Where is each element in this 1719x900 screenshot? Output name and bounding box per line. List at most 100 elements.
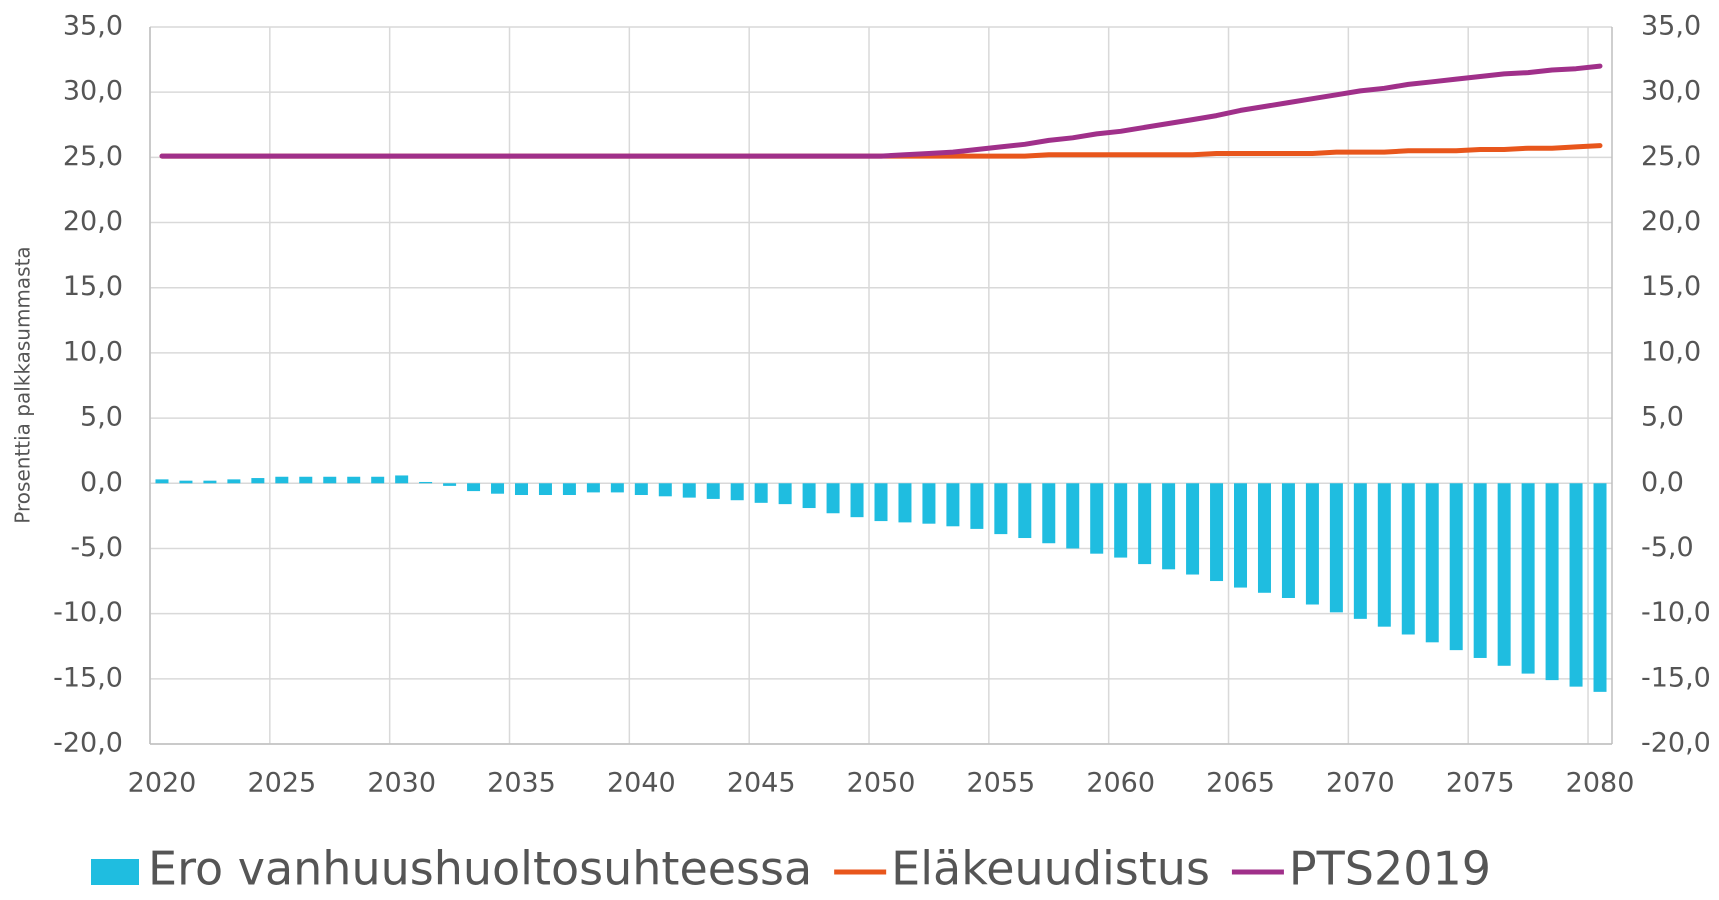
y-tick-label: 20,0 (63, 206, 123, 237)
bar (1473, 483, 1487, 658)
bar (1305, 483, 1319, 605)
x-tick-label: 2055 (966, 768, 1035, 799)
bar (514, 483, 528, 496)
legend-label: Ero vanhuushuoltosuhteessa (148, 842, 812, 896)
x-tick-label: 2070 (1326, 768, 1395, 799)
y2-tick-label: 25,0 (1641, 141, 1701, 172)
bar (1329, 483, 1343, 613)
bar (371, 476, 385, 484)
y2-tick-label: 0,0 (1641, 467, 1684, 498)
bar (610, 483, 624, 493)
y-axis-title: Prosenttia palkkasummasta (11, 246, 35, 523)
legend-label: PTS2019 (1289, 842, 1491, 896)
y-tick-label: 30,0 (63, 76, 123, 107)
bar (251, 478, 265, 484)
bar (1066, 483, 1080, 549)
bar (155, 479, 169, 484)
bar (275, 476, 289, 484)
y-tick-label: -5,0 (70, 532, 123, 563)
x-tick-label: 2060 (1086, 768, 1155, 799)
bar (1162, 483, 1176, 570)
bar (1090, 483, 1104, 554)
bar (1545, 483, 1559, 681)
y2-tick-label: 30,0 (1641, 76, 1701, 107)
y2-tick-label: -15,0 (1641, 662, 1711, 693)
line (159, 63, 1603, 159)
x-tick-label: 2065 (1206, 768, 1275, 799)
bar (586, 483, 600, 493)
y-tick-label: -20,0 (53, 728, 123, 759)
bar (826, 483, 840, 514)
y2-tick-label: 20,0 (1641, 206, 1701, 237)
y-tick-label: -10,0 (53, 597, 123, 628)
bar (754, 483, 768, 503)
bar (706, 483, 720, 499)
y2-tick-label: -10,0 (1641, 597, 1711, 628)
x-tick-label: 2045 (727, 768, 796, 799)
y-tick-label: 10,0 (63, 336, 123, 367)
bar (802, 483, 816, 509)
bar (1210, 483, 1224, 582)
bar (1521, 483, 1535, 674)
bar (299, 476, 313, 484)
bar (538, 483, 552, 496)
y-tick-label: 5,0 (80, 402, 123, 433)
bar (1497, 483, 1511, 666)
bar (1186, 483, 1200, 575)
bar (658, 483, 672, 497)
y2-tick-label: 35,0 (1641, 11, 1701, 42)
bar (1569, 483, 1583, 687)
bar (898, 483, 912, 523)
bar (347, 476, 361, 484)
x-tick-label: 2080 (1566, 768, 1635, 799)
bar (994, 483, 1008, 535)
bar (491, 483, 505, 494)
bar (1449, 483, 1463, 651)
x-tick-label: 2040 (607, 768, 676, 799)
y-tick-label: 0,0 (80, 467, 123, 498)
bar (1018, 483, 1032, 539)
y-tick-label: -15,0 (53, 662, 123, 693)
bar (323, 476, 337, 484)
bar (874, 483, 888, 522)
bar (179, 480, 193, 484)
y2-tick-label: 15,0 (1641, 271, 1701, 302)
bar (227, 479, 241, 484)
bar (1114, 483, 1128, 558)
x-tick-label: 2020 (128, 768, 197, 799)
bar (443, 483, 457, 486)
bar (1593, 483, 1607, 692)
y2-tick-label: -5,0 (1641, 532, 1694, 563)
bar (850, 483, 864, 518)
bar (1401, 483, 1415, 635)
x-tick-label: 2050 (847, 768, 916, 799)
y-tick-label: 15,0 (63, 271, 123, 302)
y2-tick-label: 5,0 (1641, 402, 1684, 433)
bar (1377, 483, 1391, 627)
bar (1425, 483, 1439, 643)
bar (730, 483, 744, 501)
bar (1042, 483, 1056, 544)
bar (467, 483, 481, 492)
bar (395, 475, 409, 484)
y2-tick-label: -20,0 (1641, 728, 1711, 759)
bar (1281, 483, 1295, 598)
bar (1234, 483, 1248, 588)
x-tick-label: 2035 (487, 768, 556, 799)
x-tick-label: 2030 (367, 768, 436, 799)
x-tick-label: 2025 (247, 768, 316, 799)
y-tick-label: 25,0 (63, 141, 123, 172)
y2-tick-label: 10,0 (1641, 336, 1701, 367)
bar (1353, 483, 1367, 619)
bar (778, 483, 792, 505)
bar (970, 483, 984, 529)
bar (634, 483, 648, 496)
legend-swatch (91, 859, 139, 885)
x-tick-label: 2075 (1446, 768, 1515, 799)
bar (1257, 483, 1271, 593)
legend-label: Eläkeuudistus (891, 842, 1210, 896)
bar (203, 480, 217, 484)
y-tick-label: 35,0 (63, 11, 123, 42)
bar (946, 483, 960, 527)
